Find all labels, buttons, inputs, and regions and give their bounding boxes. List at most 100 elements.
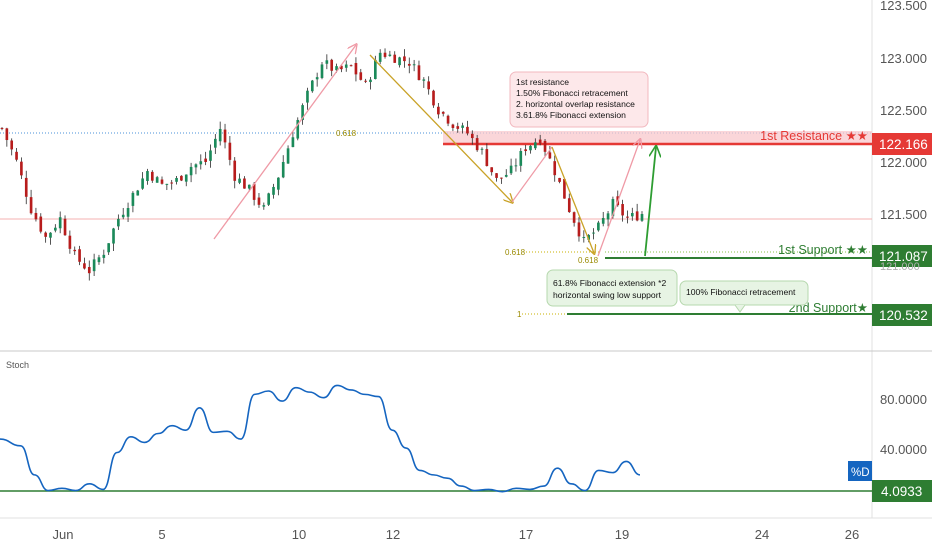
candle-body xyxy=(320,64,324,78)
candle-body xyxy=(529,145,532,151)
candle-body xyxy=(315,77,319,80)
price-tick: 123.500 xyxy=(880,0,927,13)
candle-body xyxy=(592,232,595,234)
fib-label: 0.618 xyxy=(578,256,599,265)
support2-label: 2nd Support★ xyxy=(789,301,868,315)
candle-body xyxy=(349,65,353,67)
candle-body xyxy=(538,139,542,144)
candle-body xyxy=(378,52,382,62)
candle-body xyxy=(141,178,144,189)
candle-body xyxy=(587,235,590,240)
swing-down-arrow xyxy=(369,54,512,202)
candle-body xyxy=(257,197,261,205)
candle-body xyxy=(247,184,251,189)
candle-body xyxy=(238,178,241,183)
candle-body xyxy=(364,80,367,82)
candle-body xyxy=(83,263,86,269)
candle-body xyxy=(490,167,494,173)
resistance-target-arrow xyxy=(597,140,640,257)
candle-body xyxy=(281,161,285,178)
candle-body xyxy=(170,182,174,184)
fib-label: 0.618 xyxy=(505,248,526,257)
candle-body xyxy=(92,259,96,272)
candle-body xyxy=(0,127,4,129)
candle-body xyxy=(78,249,81,262)
time-label: 26 xyxy=(845,527,859,542)
candle-body xyxy=(519,150,523,166)
resistance-badge-text: 122.166 xyxy=(879,137,928,152)
candle-body xyxy=(102,254,106,258)
candle-body xyxy=(291,137,295,148)
resistance-label: 1st Resistance ★★ xyxy=(760,129,868,143)
candle-body xyxy=(39,216,43,232)
candle-body xyxy=(228,142,232,160)
resistance-zone xyxy=(443,131,872,144)
candle-body xyxy=(621,204,624,216)
candle-body xyxy=(432,90,435,106)
candle-body xyxy=(514,165,518,167)
candle-body xyxy=(597,222,600,231)
candle-body xyxy=(451,124,455,128)
candle-body xyxy=(626,216,629,218)
candle-body xyxy=(310,80,314,92)
fib-label: 0.618 xyxy=(336,129,357,138)
candle-body xyxy=(480,148,484,150)
swing-up-arrow xyxy=(213,45,356,240)
time-label: Jun xyxy=(53,527,74,542)
candle-body xyxy=(640,214,644,221)
candle-body xyxy=(567,198,571,213)
candle-body xyxy=(301,105,304,121)
support1-label: 1st Support ★★ xyxy=(778,243,868,257)
candle-body xyxy=(107,243,110,253)
candle-body xyxy=(199,161,203,165)
candlestick-series xyxy=(0,48,644,281)
candle-body xyxy=(262,205,266,207)
stoch-value-badge xyxy=(872,480,932,502)
series-badge-text: %D xyxy=(851,467,870,479)
candle-body xyxy=(461,125,464,128)
candle-body xyxy=(572,212,576,223)
candle-body xyxy=(20,161,23,176)
retrace-arrow xyxy=(511,146,553,203)
annotation-line: 61.8% Fibonacci extension *2 xyxy=(553,278,666,288)
candle-body xyxy=(504,174,508,177)
candle-body xyxy=(209,150,212,161)
candle-body xyxy=(267,193,270,205)
candle-body xyxy=(543,140,547,152)
time-label: 10 xyxy=(292,527,306,542)
candle-body xyxy=(175,178,178,182)
resistance-annotation xyxy=(509,71,649,128)
candle-body xyxy=(509,165,513,174)
candle-body xyxy=(73,249,77,252)
bullish-target-arrow xyxy=(644,147,656,257)
candle-body xyxy=(422,79,426,81)
candle-body xyxy=(272,186,275,195)
candle-body xyxy=(184,174,188,182)
candle-body xyxy=(374,59,377,80)
stoch-tick: 40.0000 xyxy=(880,442,927,457)
candle-body xyxy=(441,111,445,114)
candle-body xyxy=(427,81,430,90)
support1-badge xyxy=(872,245,932,267)
candle-body xyxy=(470,133,474,139)
candle-body xyxy=(354,62,358,75)
candle-body xyxy=(398,57,401,66)
candle-body xyxy=(417,65,421,81)
candle-body xyxy=(286,148,290,164)
candle-body xyxy=(49,232,52,238)
time-label: 19 xyxy=(615,527,629,542)
stoch-d-line xyxy=(0,384,641,493)
candle-body xyxy=(223,129,227,143)
candle-body xyxy=(24,177,28,197)
candle-body xyxy=(126,208,130,217)
candle-body xyxy=(340,65,343,70)
candle-body xyxy=(475,138,479,151)
candle-body xyxy=(577,222,581,237)
indicator-title: Stoch xyxy=(6,360,29,370)
support2-badge-text: 120.532 xyxy=(879,308,928,323)
candle-body xyxy=(87,267,91,274)
price-tick: 123.000 xyxy=(880,51,927,66)
candle-body xyxy=(218,128,222,142)
candle-body xyxy=(582,237,586,239)
